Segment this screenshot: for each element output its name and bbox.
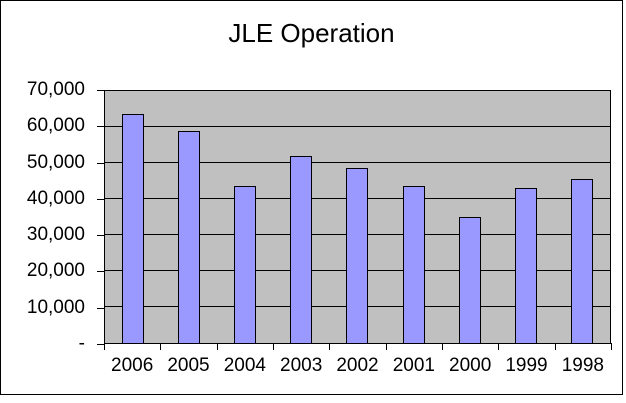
bar-2002	[346, 168, 369, 343]
bar-series	[105, 91, 610, 343]
x-axis-tick	[217, 343, 218, 350]
y-axis-tick	[97, 271, 104, 272]
x-axis-tick	[611, 343, 612, 350]
y-axis-tick-label: 50,000	[26, 151, 85, 173]
x-axis-tick	[386, 343, 387, 350]
y-axis-tick	[97, 163, 104, 164]
y-axis-tick	[97, 235, 104, 236]
x-axis-tick	[555, 343, 556, 350]
y-axis-tick-label: 20,000	[26, 260, 85, 282]
gridline	[105, 126, 610, 127]
bar-2006	[122, 114, 145, 343]
y-axis-tick	[97, 344, 104, 345]
bar-1999	[514, 188, 537, 343]
x-axis-tick	[104, 343, 105, 350]
x-axis-tick	[329, 343, 330, 350]
x-axis-tick	[273, 343, 274, 350]
x-axis-tick-label: 2003	[280, 355, 323, 376]
x-axis-tick	[160, 343, 161, 350]
bar-2001	[402, 186, 425, 343]
bar-2005	[178, 130, 201, 343]
x-axis-tick-label: 2002	[336, 355, 379, 376]
x-axis-tick-label: 2006	[111, 355, 154, 376]
y-axis-tick-label: 40,000	[26, 187, 85, 209]
x-axis-tick	[498, 343, 499, 350]
y-axis-tick	[97, 126, 104, 127]
category-1999	[498, 91, 554, 343]
category-2003	[273, 91, 329, 343]
chart-title: JLE Operation	[228, 18, 395, 48]
category-2005	[161, 91, 217, 343]
bar-2003	[290, 155, 313, 343]
bar-1998	[570, 179, 593, 343]
x-axis-tick-label: 2000	[449, 355, 492, 376]
category-2004	[217, 91, 273, 343]
y-axis-tick	[97, 199, 104, 200]
y-axis-tick-label: 60,000	[26, 115, 85, 137]
y-axis-tick	[97, 90, 104, 91]
category-2000	[442, 91, 498, 343]
x-axis-tick-label: 2001	[392, 355, 435, 376]
category-2002	[329, 91, 385, 343]
y-axis-tick-label: -	[78, 333, 85, 354]
plot-area	[104, 90, 611, 344]
x-axis-tick-label: 1999	[505, 355, 548, 376]
x-axis-tick-label: 1998	[561, 355, 604, 376]
y-axis-tick-label: 10,000	[26, 296, 85, 318]
category-1998	[554, 91, 610, 343]
category-2006	[105, 91, 161, 343]
gridline	[105, 162, 610, 163]
y-axis-tick-label: 70,000	[26, 79, 85, 100]
x-axis-tick-label: 2005	[167, 355, 210, 376]
bar-2000	[458, 217, 481, 343]
y-axis-tick	[97, 308, 104, 309]
bar-2004	[234, 186, 257, 343]
x-axis-tick-label: 2004	[223, 355, 266, 376]
x-axis-tick	[442, 343, 443, 350]
y-axis-tick-label: 30,000	[26, 224, 85, 246]
category-2001	[386, 91, 442, 343]
